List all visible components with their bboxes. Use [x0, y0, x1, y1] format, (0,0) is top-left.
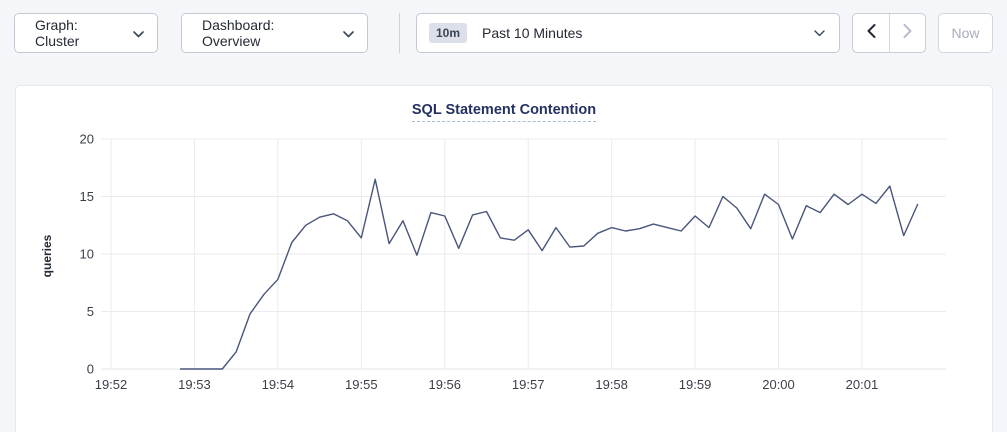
- toolbar-divider: [399, 13, 400, 53]
- graph-dropdown-label: Graph: Cluster: [35, 17, 80, 49]
- now-button[interactable]: Now: [938, 13, 993, 53]
- y-tick-label: 10: [80, 247, 94, 262]
- chart-card: 0 5 10 15 20 19:52 19:53 19:54 19:55 19:56 19:57 19…: [15, 85, 993, 432]
- x-tick-label: 19:56: [428, 377, 461, 392]
- y-tick-label: 20: [80, 132, 94, 147]
- x-tick-label: 19:55: [345, 377, 378, 392]
- x-tick-label: 20:01: [846, 377, 879, 392]
- y-tick-label: 5: [87, 304, 94, 319]
- chevron-left-icon: [867, 23, 876, 43]
- y-axis-label: queries: [40, 234, 54, 277]
- x-tick-label: 19:57: [512, 377, 545, 392]
- time-range-label: Past 10 Minutes: [482, 25, 583, 41]
- y-tick-label: 0: [87, 362, 94, 377]
- chart-title[interactable]: SQL Statement Contention: [411, 102, 597, 122]
- toolbar: Graph: Cluster Dashboard: Overview 10m P…: [0, 13, 1007, 53]
- time-range-badge: 10m: [429, 23, 468, 43]
- x-tick-label: 19:58: [595, 377, 628, 392]
- x-tick-label: 19:53: [178, 377, 211, 392]
- x-tick-label: 19:59: [679, 377, 712, 392]
- x-tick-label: 19:54: [262, 377, 295, 392]
- chevron-down-icon: [814, 24, 825, 42]
- chart-title-row: SQL Statement Contention: [16, 86, 992, 124]
- contention-chart[interactable]: 0 5 10 15 20 19:52 19:53 19:54 19:55 19:56 19:57 19…: [16, 86, 994, 432]
- x-tick-label: 19:52: [95, 377, 128, 392]
- prev-time-button[interactable]: [853, 14, 889, 52]
- time-nav-group: [852, 13, 926, 53]
- graph-dropdown[interactable]: Graph: Cluster: [14, 13, 158, 53]
- chevron-down-icon: [133, 25, 144, 41]
- series-line: [179, 178, 919, 370]
- now-button-label: Now: [951, 25, 980, 41]
- dashboard-dropdown[interactable]: Dashboard: Overview: [181, 13, 368, 53]
- time-range-picker[interactable]: 10m Past 10 Minutes: [416, 13, 840, 53]
- chevron-down-icon: [343, 25, 354, 41]
- chevron-right-icon: [903, 23, 912, 43]
- x-tick-label: 20:00: [762, 377, 795, 392]
- dashboard-dropdown-label: Dashboard: Overview: [202, 17, 275, 49]
- chart-area[interactable]: 0 5 10 15 20 19:52 19:53 19:54 19:55 19:56 19:57 19…: [16, 86, 994, 432]
- y-tick-label: 15: [80, 189, 94, 204]
- next-time-button[interactable]: [889, 14, 925, 52]
